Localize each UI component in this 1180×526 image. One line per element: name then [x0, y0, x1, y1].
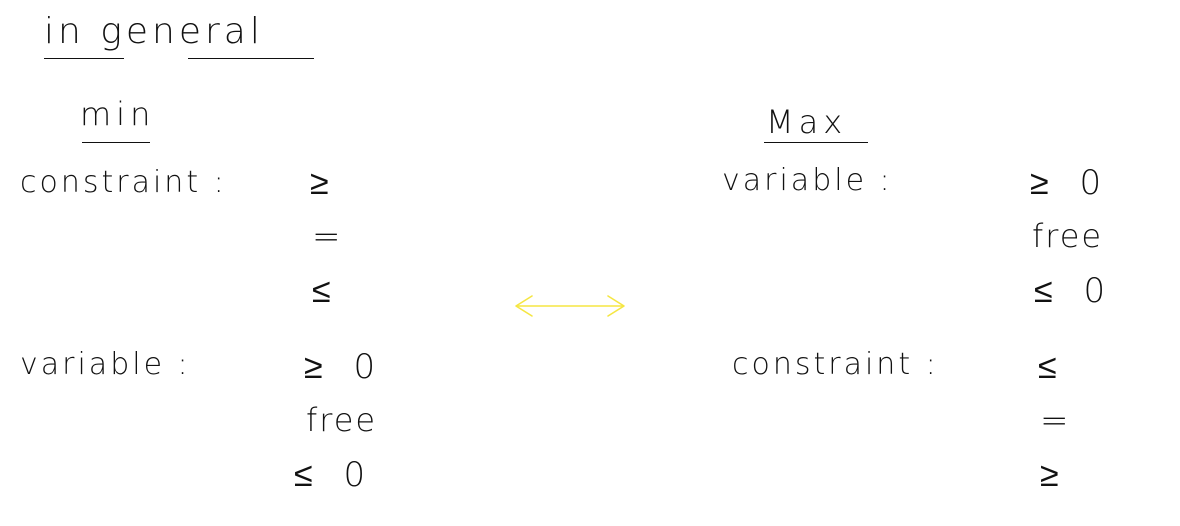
max-constraint-label: constraint :: [732, 350, 939, 380]
max-heading: Max: [766, 106, 847, 138]
min-heading: min: [80, 98, 155, 130]
min-constraint-relation-le: ≤: [312, 274, 341, 308]
max-variable-relation-free: free: [1032, 220, 1103, 252]
title-underline-left: [44, 58, 124, 59]
double-arrow-icon: [510, 292, 630, 322]
max-variable-relation-nonpos: ≤ 0: [1034, 274, 1115, 308]
min-variable-label: variable :: [20, 350, 191, 380]
max-constraint-relation-eq: =: [1040, 404, 1079, 438]
max-constraint-relation-ge: ≥: [1040, 458, 1069, 492]
note-title: in general: [44, 14, 264, 50]
max-variable-relation-nonneg: ≥ 0: [1030, 166, 1111, 200]
min-constraint-relation-ge: ≥: [310, 166, 339, 200]
min-variable-relation-free: free: [306, 404, 377, 436]
min-constraint-relation-eq: =: [312, 220, 351, 254]
min-heading-underline: [82, 142, 150, 143]
max-heading-underline: [764, 142, 868, 143]
min-constraint-label: constraint :: [20, 168, 227, 198]
title-underline-right: [188, 58, 314, 59]
min-variable-relation-nonneg: ≥ 0: [304, 350, 385, 384]
min-variable-relation-nonpos: ≤ 0: [294, 458, 375, 492]
max-constraint-relation-le: ≤: [1038, 350, 1067, 384]
max-variable-label: variable :: [722, 166, 893, 196]
